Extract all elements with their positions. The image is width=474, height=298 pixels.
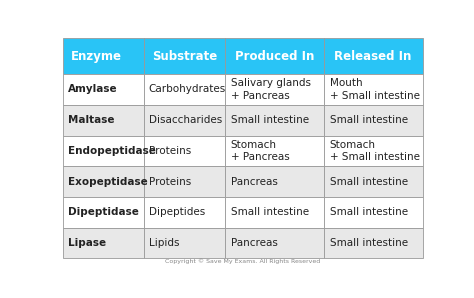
Bar [225,166,324,197]
Bar [63,105,144,136]
Text: Produced In: Produced In [235,49,314,63]
Bar [63,38,144,74]
Bar [225,136,324,166]
Text: Small intestine: Small intestine [231,115,309,125]
Bar [324,166,423,197]
Bar [63,166,144,197]
Text: Copyright © Save My Exams. All Rights Reserved: Copyright © Save My Exams. All Rights Re… [165,258,320,264]
Bar [225,38,324,74]
Text: Amylase: Amylase [68,84,118,94]
Text: Stomach
+ Pancreas: Stomach + Pancreas [231,140,290,162]
Text: Pancreas: Pancreas [231,177,278,187]
Text: Disaccharides: Disaccharides [149,115,222,125]
Text: Stomach
+ Small intestine: Stomach + Small intestine [330,140,420,162]
Bar [324,74,423,105]
Bar [144,136,225,166]
Text: Dipeptides: Dipeptides [149,207,205,217]
Bar [144,228,225,258]
Text: Released In: Released In [334,49,411,63]
Bar [144,38,225,74]
Bar [144,166,225,197]
Text: Dipeptidase: Dipeptidase [68,207,139,217]
Text: Small intestine: Small intestine [330,177,408,187]
Text: Enzyme: Enzyme [71,49,122,63]
Text: Small intestine: Small intestine [330,238,408,248]
Text: Small intestine: Small intestine [330,207,408,217]
Bar [324,136,423,166]
Text: Proteins: Proteins [149,177,191,187]
Text: Lipase: Lipase [68,238,106,248]
Text: Pancreas: Pancreas [231,238,278,248]
Bar [144,74,225,105]
Bar [324,38,423,74]
Bar [144,105,225,136]
Text: Carbohydrates: Carbohydrates [149,84,226,94]
Bar [144,197,225,228]
Bar [324,105,423,136]
Text: Maltase: Maltase [68,115,114,125]
Text: Substrate: Substrate [152,49,217,63]
Bar [63,136,144,166]
Text: Small intestine: Small intestine [231,207,309,217]
Bar [225,228,324,258]
Bar [225,197,324,228]
Text: Lipids: Lipids [149,238,179,248]
Bar [63,197,144,228]
Text: Small intestine: Small intestine [330,115,408,125]
Bar [225,105,324,136]
Bar [63,74,144,105]
Text: Exopeptidase: Exopeptidase [68,177,147,187]
Bar [324,228,423,258]
Text: Endopeptidase: Endopeptidase [68,146,155,156]
Text: Salivary glands
+ Pancreas: Salivary glands + Pancreas [231,78,311,101]
Text: Mouth
+ Small intestine: Mouth + Small intestine [330,78,420,101]
Bar [324,197,423,228]
Text: Proteins: Proteins [149,146,191,156]
Bar [63,228,144,258]
Bar [225,74,324,105]
